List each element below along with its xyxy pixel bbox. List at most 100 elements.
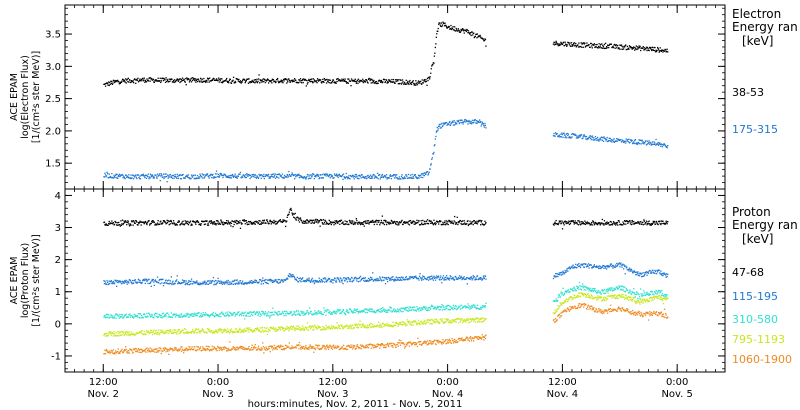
data-point <box>406 306 408 309</box>
data-point <box>190 313 193 316</box>
data-point <box>291 212 293 214</box>
data-point <box>281 80 284 82</box>
data-point <box>285 278 287 280</box>
data-point <box>224 173 226 176</box>
data-point <box>627 48 629 50</box>
data-point <box>399 82 401 85</box>
data-point <box>654 270 657 272</box>
data-point <box>647 48 649 50</box>
data-point <box>257 313 260 315</box>
data-point <box>667 221 669 223</box>
data-point <box>406 278 408 280</box>
data-point <box>313 81 315 83</box>
data-point <box>290 174 293 176</box>
data-point <box>458 122 461 125</box>
data-point <box>249 174 252 177</box>
data-point <box>159 223 161 225</box>
data-point <box>130 281 133 284</box>
data-point <box>291 214 294 216</box>
data-point <box>566 221 568 223</box>
data-point <box>404 177 406 179</box>
data-point <box>168 81 170 83</box>
data-point <box>578 263 580 265</box>
data-point <box>391 220 393 222</box>
data-point <box>186 174 188 176</box>
data-point <box>365 280 368 282</box>
data-point <box>152 331 154 333</box>
data-point <box>312 173 314 175</box>
data-point <box>132 333 134 336</box>
data-point <box>454 308 456 310</box>
data-point <box>654 46 656 49</box>
data-point <box>605 47 607 49</box>
data-point <box>471 31 473 33</box>
data-point <box>314 221 316 223</box>
data-point <box>655 138 657 141</box>
data-point <box>228 222 230 224</box>
data-point <box>223 314 225 316</box>
data-point <box>464 222 466 224</box>
data-point <box>389 307 391 309</box>
data-point <box>124 281 126 283</box>
data-point <box>125 279 127 281</box>
data-point <box>422 308 424 310</box>
data-point <box>317 175 320 177</box>
data-point <box>174 331 176 334</box>
data-point <box>568 223 571 226</box>
data-point <box>111 172 113 175</box>
data-point <box>153 81 155 83</box>
data-point <box>417 221 419 224</box>
data-point <box>601 136 603 138</box>
data-point <box>573 223 575 225</box>
data-point <box>234 315 236 317</box>
data-point <box>364 220 366 223</box>
data-point <box>177 175 179 177</box>
data-point <box>276 280 278 283</box>
data-point <box>283 80 285 82</box>
electron-ylabel-line: log(Electron Flux) <box>20 55 31 139</box>
data-point <box>316 280 319 282</box>
data-point <box>628 267 631 269</box>
data-point <box>381 221 383 223</box>
data-point <box>310 222 312 224</box>
data-point <box>167 79 169 81</box>
data-point <box>207 79 209 81</box>
data-point <box>195 220 197 222</box>
data-point <box>184 81 186 83</box>
data-point <box>199 173 201 175</box>
data-point <box>382 81 384 83</box>
data-point <box>257 282 260 284</box>
data-point <box>266 282 268 284</box>
data-point <box>306 278 308 280</box>
data-point <box>181 221 183 223</box>
data-point <box>356 81 358 83</box>
data-point <box>640 273 642 275</box>
data-point <box>161 282 163 284</box>
data-point <box>410 309 413 311</box>
data-point <box>178 221 180 223</box>
data-point <box>218 176 220 178</box>
data-point <box>476 307 478 309</box>
data-point <box>458 119 460 121</box>
data-point <box>461 223 463 226</box>
data-point <box>358 177 360 180</box>
data-point <box>124 280 126 282</box>
data-point <box>245 176 247 179</box>
data-point <box>666 50 668 53</box>
data-point <box>600 139 602 141</box>
data-point <box>188 284 191 286</box>
data-point <box>603 224 605 226</box>
data-point <box>660 50 662 52</box>
data-point <box>321 173 323 176</box>
data-point <box>587 222 590 224</box>
data-point <box>659 50 661 52</box>
data-point <box>221 174 224 176</box>
data-point <box>223 223 225 225</box>
data-point <box>179 78 182 80</box>
data-point <box>162 332 165 334</box>
data-point <box>264 175 267 177</box>
data-point <box>591 224 593 226</box>
data-point <box>334 277 336 279</box>
data-point <box>564 137 566 139</box>
data-point <box>135 334 137 336</box>
